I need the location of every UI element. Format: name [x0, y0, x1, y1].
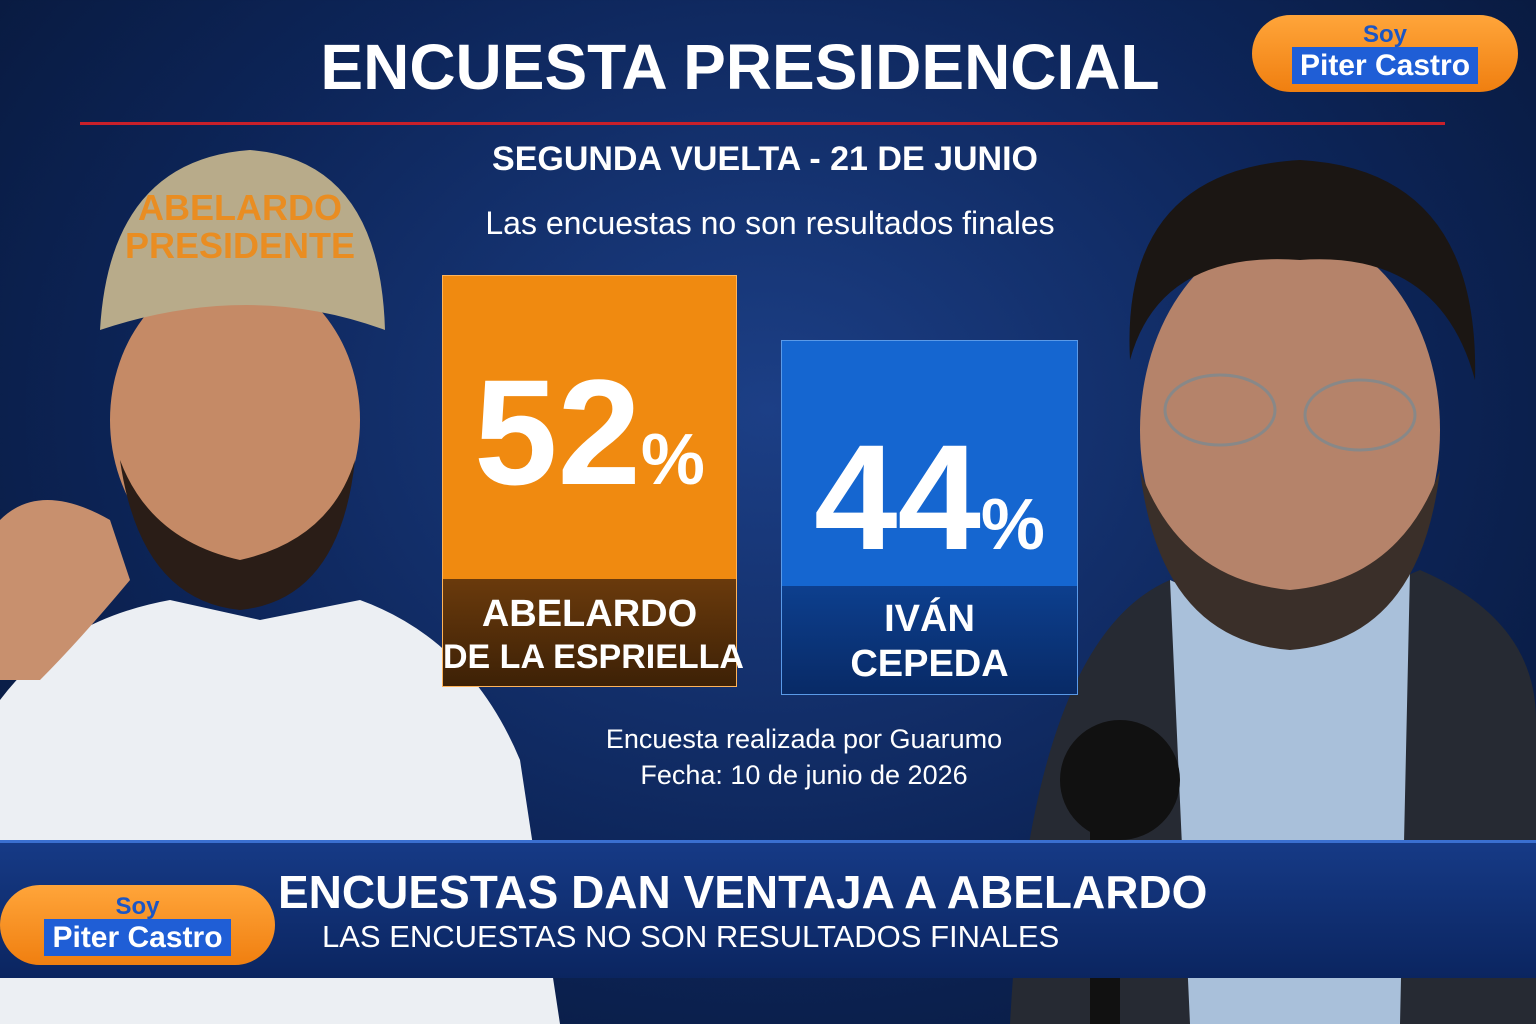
logo: Soy Piter Castro — [0, 885, 275, 965]
name-band: IVÁN CEPEDA — [782, 586, 1077, 694]
cap-text: ABELARDO — [138, 187, 342, 228]
percent-value: 44 — [814, 413, 981, 581]
candidate-box: 44% IVÁN CEPEDA — [781, 340, 1078, 695]
logo-text: Soy — [115, 892, 160, 920]
source-line: Encuesta realizada por Guarumo — [605, 724, 1003, 754]
logo: Soy Piter Castro — [1252, 15, 1518, 92]
source-line: Fecha: 10 de junio de 2026 — [640, 760, 968, 790]
name-band: ABELARDO DE LA ESPRIELLA — [443, 579, 744, 686]
divider — [80, 122, 1445, 125]
candidate-box: 52% ABELARDO DE LA ESPRIELLA — [442, 275, 744, 687]
percent: 44% — [782, 411, 1077, 584]
name-line: IVÁN — [884, 598, 975, 640]
logo-text: Piter Castro — [1291, 47, 1479, 84]
percent: 52% — [443, 346, 736, 519]
percent-unit: % — [640, 420, 705, 500]
name-line: ABELARDO — [481, 593, 698, 635]
subtitle: SEGUNDA VUELTA - 21 DE JUNIO — [492, 140, 1038, 178]
note: Las encuestas no son resultados finales — [485, 205, 1055, 241]
banner-subheadline: LAS ENCUESTAS NO SON RESULTADOS FINALES — [322, 919, 1060, 954]
banner-headline: ENCUESTAS DAN VENTAJA A ABELARDO — [278, 866, 1208, 918]
cap-text: PRESIDENTE — [125, 225, 355, 266]
logo-text: Soy — [1362, 21, 1407, 48]
percent-value: 52 — [474, 348, 641, 516]
percent-unit: % — [980, 485, 1045, 565]
name-line: CEPEDA — [850, 643, 1009, 685]
title: ENCUESTA PRESIDENCIAL — [320, 31, 1160, 103]
name-line: DE LA ESPRIELLA — [443, 638, 744, 676]
logo-text: Piter Castro — [44, 918, 231, 956]
